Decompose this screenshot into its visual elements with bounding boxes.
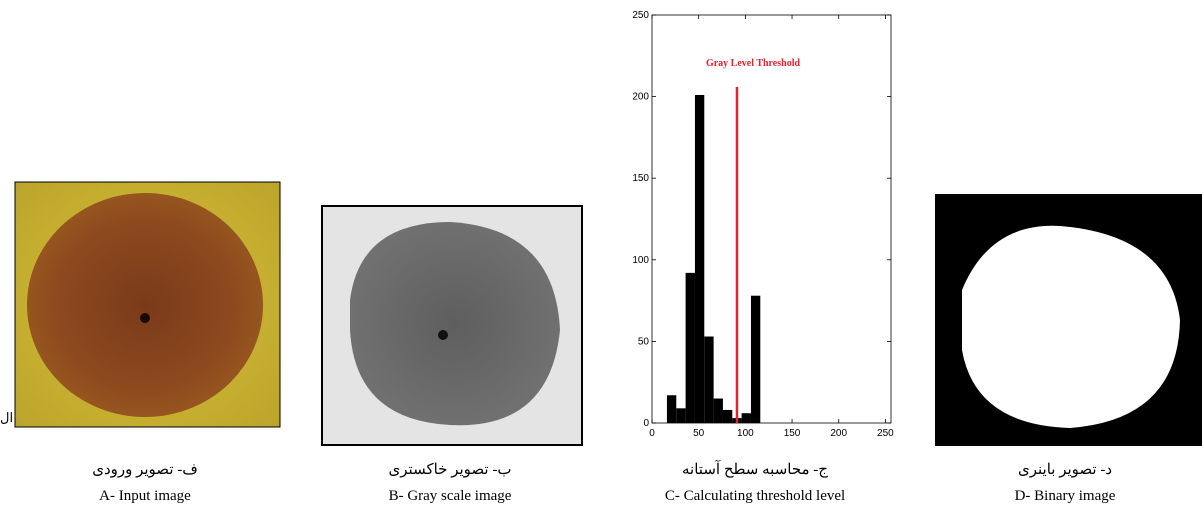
- y-tick-label: 150: [632, 173, 649, 184]
- stray-text: ال: [0, 410, 13, 425]
- input-image: [14, 181, 281, 428]
- captions: ف- تصویر ورودی A- Input image ب- تصویر خاک…: [92, 460, 1116, 504]
- binary-image: [935, 194, 1202, 446]
- x-tick-label: 0: [649, 428, 655, 439]
- bar: [704, 336, 714, 423]
- annotation: Gray Level Threshold: [706, 58, 801, 69]
- caption-fa: ج- محاسبه سطح آستانه: [682, 460, 828, 478]
- caption-fa: ف- تصویر ورودی: [92, 462, 198, 478]
- y-tick-label: 200: [632, 92, 649, 103]
- caption-en: D- Binary image: [1015, 488, 1116, 504]
- bar: [676, 408, 686, 423]
- bar: [694, 94, 705, 423]
- caption-en: B- Gray scale image: [389, 488, 512, 504]
- x-tick-label: 250: [877, 428, 894, 439]
- x-tick-label: 100: [737, 428, 754, 439]
- y-tick-label: 0: [643, 418, 649, 429]
- histogram: 0 50 100 150 200 250 0 50 100 150 200 250 Gray Level…: [632, 10, 894, 439]
- caption-fa: د- تصویر باینری: [1018, 462, 1112, 478]
- caption-en: C- Calculating threshold level: [665, 488, 845, 504]
- gray-image: [321, 205, 583, 446]
- bar: [741, 413, 751, 423]
- bar: [722, 409, 733, 423]
- y-tick-label: 250: [632, 10, 649, 21]
- plot-frame: [651, 14, 892, 424]
- y-tick-label: 50: [638, 336, 650, 347]
- bar: [750, 295, 761, 423]
- bar: [713, 398, 723, 423]
- y-tick-label: 100: [632, 255, 649, 266]
- caption-en: A- Input image: [99, 488, 191, 504]
- x-tick-label: 50: [693, 428, 705, 439]
- caption-fa: ب- تصویر خاکستری: [389, 462, 512, 478]
- x-tick-label: 150: [784, 428, 801, 439]
- bar: [685, 272, 695, 423]
- x-tick-label: 200: [830, 428, 847, 439]
- bar: [666, 395, 677, 423]
